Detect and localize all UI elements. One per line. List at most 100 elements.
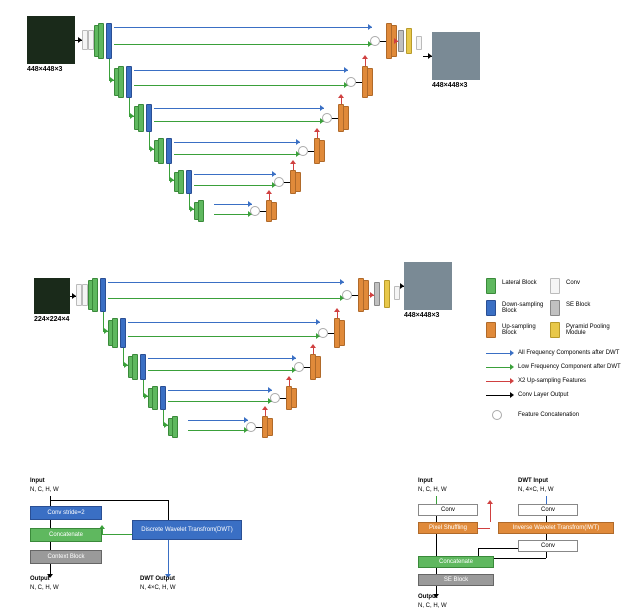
connector	[50, 496, 51, 506]
lateral-block	[118, 66, 124, 98]
connector	[168, 500, 169, 520]
arrow-head	[266, 190, 272, 194]
connector	[134, 70, 348, 71]
flow-output-sub: N, C, H, W	[30, 585, 59, 591]
legend-label: Pyramid Pooling Module	[566, 324, 626, 336]
connector	[478, 548, 518, 549]
concat-icon	[322, 113, 332, 123]
se-block	[374, 282, 380, 306]
output-image	[404, 262, 452, 310]
legend-label: Down-sampling Block	[502, 302, 546, 314]
connector	[328, 333, 334, 334]
concat-icon	[370, 36, 380, 46]
flow-conv: Conv	[418, 504, 478, 516]
connector	[337, 312, 338, 318]
lateral-block	[152, 386, 158, 410]
connector	[50, 564, 51, 574]
output-image	[432, 32, 480, 80]
ppm-block	[406, 28, 412, 54]
connector	[265, 410, 266, 416]
concat-icon	[342, 290, 352, 300]
connector	[478, 528, 490, 529]
arrow-head	[334, 308, 340, 312]
connector	[546, 552, 547, 558]
concat-icon	[294, 362, 304, 372]
legend-label: SE Block	[566, 302, 626, 308]
down-block	[120, 318, 126, 348]
flow-input-sub: N, C, H, W	[30, 487, 59, 493]
connector	[108, 298, 344, 299]
output-dim-label: 448×448×3	[404, 312, 439, 319]
concat-icon	[346, 77, 356, 87]
connector	[50, 520, 51, 528]
lateral-block	[138, 104, 144, 132]
flow-dwtout-label: DWT Output	[140, 576, 175, 582]
flow-dwtin-sub: N, 4×C, H, W	[518, 487, 554, 493]
legend-swatch	[486, 278, 496, 294]
connector	[148, 370, 296, 371]
connector	[194, 185, 276, 186]
arrow-head	[510, 378, 514, 384]
legend-swatch	[486, 322, 496, 338]
input-image	[34, 278, 70, 314]
connector	[188, 430, 248, 431]
flow-conv: Conv	[518, 504, 578, 516]
down-block	[106, 23, 112, 59]
lateral-block	[132, 354, 138, 380]
connector	[490, 504, 491, 522]
arrow-head	[320, 105, 324, 111]
connector	[134, 85, 348, 86]
up-block	[319, 140, 325, 162]
up-block	[295, 172, 301, 192]
legend-label: Low Frequency Component after DWT	[518, 364, 621, 370]
connector	[154, 108, 324, 109]
connector	[114, 27, 372, 28]
connector	[260, 211, 266, 212]
flow-se: SE Block	[418, 574, 494, 586]
down-block	[126, 66, 132, 98]
legend-label: Up-sampling Block	[502, 324, 546, 336]
arrow-head	[510, 392, 514, 398]
output-dim-label: 448×448×3	[432, 82, 467, 89]
connector	[50, 500, 168, 501]
arrow-head	[296, 139, 300, 145]
arrow-head	[368, 24, 372, 30]
connector	[168, 540, 169, 574]
input-image	[27, 16, 75, 64]
connector	[114, 44, 372, 45]
legend-line	[486, 395, 510, 396]
arrow-head	[510, 350, 514, 356]
up-block	[367, 68, 373, 96]
legend-swatch	[486, 300, 496, 316]
connector	[341, 98, 342, 104]
arrow-head	[487, 500, 493, 504]
connector	[436, 586, 437, 594]
down-block	[160, 386, 166, 410]
connector	[317, 132, 318, 138]
connector	[293, 164, 294, 170]
flow-input-sub: N, C, H, W	[418, 487, 447, 493]
flow-input-label: Input	[418, 478, 433, 484]
flow-dwt: Discrete Wavelet Transfrom(DWT)	[132, 520, 242, 540]
arrow-head	[338, 94, 344, 98]
connector	[154, 121, 324, 122]
lateral-block	[92, 278, 98, 312]
down-block	[100, 278, 106, 312]
lateral-block	[198, 200, 204, 222]
lateral-block	[158, 138, 164, 164]
arrow-head	[268, 387, 272, 393]
arrow-head	[314, 128, 320, 132]
lateral-block	[172, 416, 178, 438]
connector	[304, 367, 310, 368]
arrow-head	[286, 376, 292, 380]
lateral-block	[178, 170, 184, 194]
connector	[174, 154, 300, 155]
connector	[313, 348, 314, 354]
lateral-block	[98, 23, 104, 59]
legend-swatch	[550, 322, 560, 338]
arrow-head	[344, 67, 348, 73]
arrow-head	[510, 364, 514, 370]
arrow-head	[316, 319, 320, 325]
connector	[102, 534, 132, 535]
connector	[546, 496, 547, 504]
